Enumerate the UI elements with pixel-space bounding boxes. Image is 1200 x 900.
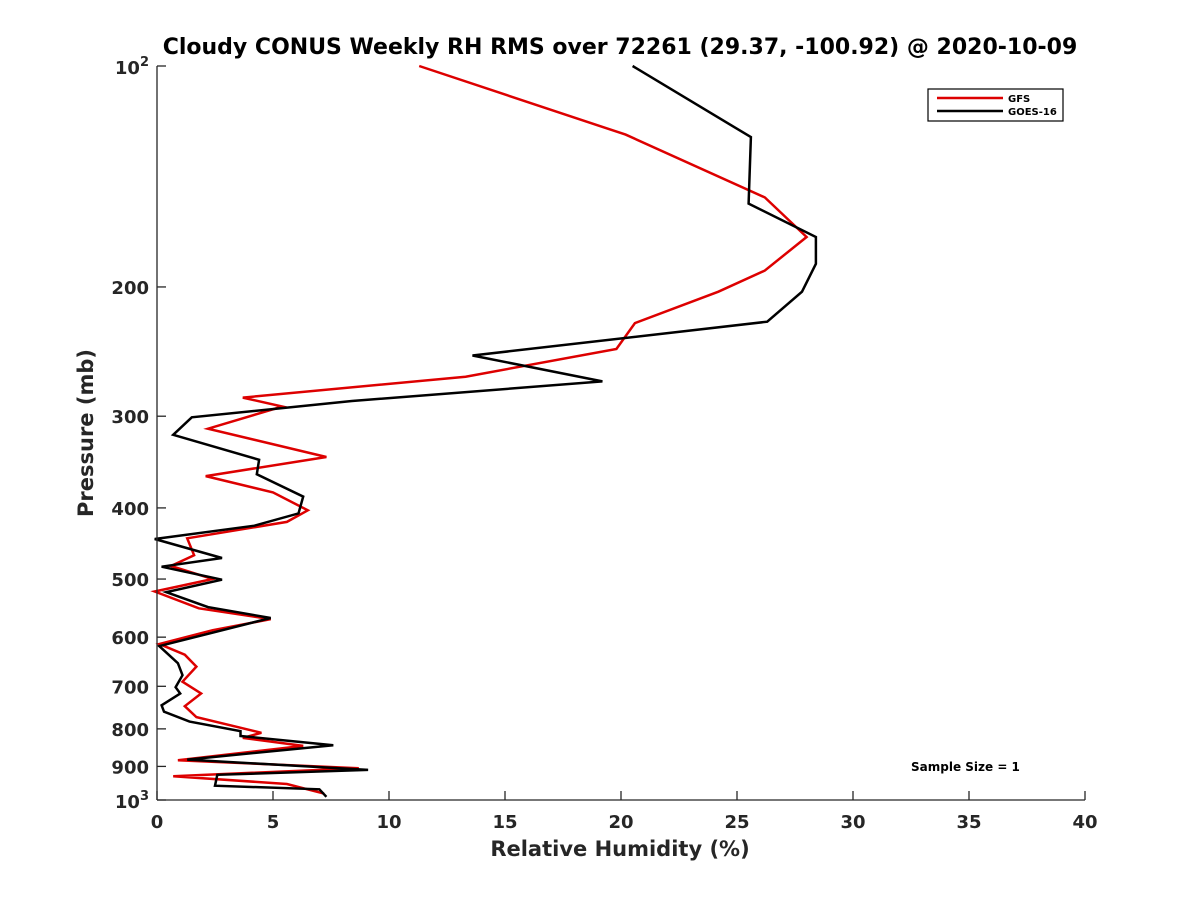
legend-label-gfs: GFS bbox=[1008, 94, 1030, 105]
y-tick-label: 103 bbox=[115, 789, 149, 813]
plot-area: 0 5 10 15 20 25 30 35 40 102 200 300 400 500 600 700 800… bbox=[111, 55, 1097, 833]
legend: GFS GOES-16 bbox=[927, 88, 1064, 122]
x-tick-label: 10 bbox=[376, 812, 401, 833]
y-tick-label: 200 bbox=[111, 278, 149, 299]
y-tick-label: 400 bbox=[111, 499, 149, 520]
y-tick-label: 900 bbox=[111, 757, 149, 778]
legend-label-goes16: GOES-16 bbox=[1008, 107, 1057, 118]
y-tick-label: 600 bbox=[111, 628, 149, 649]
x-tick-label: 30 bbox=[840, 812, 865, 833]
y-tick-label: 700 bbox=[111, 677, 149, 698]
y-tick-label: 500 bbox=[111, 570, 149, 591]
y-tick-label: 102 bbox=[115, 55, 149, 79]
x-tick-label: 15 bbox=[492, 812, 517, 833]
legend-box bbox=[927, 88, 1064, 122]
x-tick-label: 35 bbox=[956, 812, 981, 833]
y-tick-label: 800 bbox=[111, 720, 149, 741]
x-tick-label: 0 bbox=[151, 812, 164, 833]
series-line-goes16 bbox=[154, 64, 818, 798]
sample-size-annotation: Sample Size = 1 bbox=[911, 760, 1020, 774]
x-axis-label: Relative Humidity (%) bbox=[490, 837, 749, 861]
x-tick-label: 40 bbox=[1072, 812, 1097, 833]
series-line-gfs bbox=[150, 64, 809, 795]
x-tick-label: 25 bbox=[724, 812, 749, 833]
y-tick-label: 300 bbox=[111, 407, 149, 428]
y-axis-label: Pressure (mb) bbox=[74, 349, 98, 517]
chart-title: Cloudy CONUS Weekly RH RMS over 72261 (2… bbox=[163, 35, 1078, 60]
x-tick-label: 5 bbox=[267, 812, 280, 833]
x-tick-label: 20 bbox=[608, 812, 633, 833]
